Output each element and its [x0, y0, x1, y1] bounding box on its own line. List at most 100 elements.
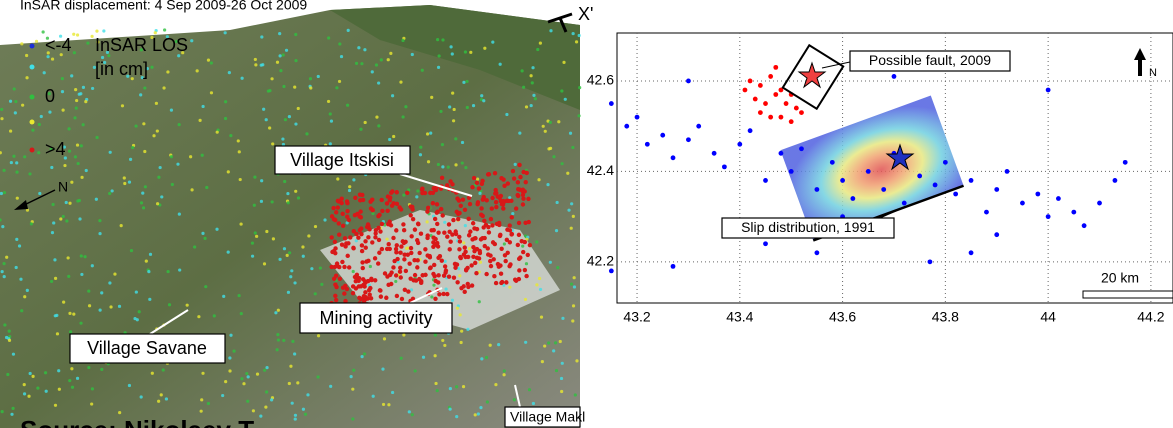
insar-dot	[277, 309, 280, 312]
insar-dot	[425, 253, 429, 257]
insar-dot	[27, 395, 30, 398]
insar-dot	[140, 201, 143, 204]
insar-dot	[391, 94, 394, 97]
insar-dot	[15, 266, 18, 269]
insar-dot	[55, 314, 58, 317]
insar-dot	[372, 395, 375, 398]
insar-dot	[42, 30, 45, 33]
insar-dot	[9, 129, 12, 132]
insar-dot	[278, 32, 281, 35]
insar-dot	[301, 245, 304, 248]
insar-dot	[440, 213, 444, 217]
insar-dot	[289, 365, 292, 368]
insar-dot	[333, 265, 337, 269]
x-tick-label: 43.6	[829, 309, 856, 325]
insar-dot	[562, 61, 565, 64]
insar-dot	[0, 117, 3, 120]
insar-dot	[282, 53, 285, 56]
insar-dot	[516, 180, 520, 184]
insar-dot	[521, 69, 524, 72]
insar-dot	[294, 122, 297, 125]
insar-dot	[228, 71, 231, 74]
insar-dot	[338, 277, 342, 281]
fault-event	[758, 110, 763, 115]
insar-dot	[416, 189, 419, 192]
insar-dot	[76, 33, 79, 36]
insar-dot	[199, 119, 202, 122]
epicenter	[722, 164, 727, 169]
insar-dot	[282, 339, 285, 342]
insar-dot	[419, 279, 423, 283]
insar-dot	[442, 273, 446, 277]
insar-dot	[62, 301, 65, 304]
insar-dot	[518, 175, 522, 179]
insar-dot	[327, 36, 330, 39]
insar-dot	[242, 382, 245, 385]
insar-dot	[340, 260, 344, 264]
insar-dot	[578, 34, 581, 37]
insar-dot	[516, 243, 520, 247]
insar-dot	[400, 357, 403, 360]
insar-dot	[571, 146, 574, 149]
insar-dot	[437, 66, 440, 69]
insar-dot	[91, 264, 94, 267]
insar-dot	[477, 186, 481, 190]
insar-dot	[19, 278, 22, 281]
insar-dot	[451, 299, 454, 302]
insar-dot	[454, 232, 458, 236]
insar-dot	[445, 235, 449, 239]
insar-dot	[482, 219, 486, 223]
legend-swatch	[30, 148, 35, 153]
insar-dot	[499, 247, 503, 251]
insar-dot	[460, 330, 463, 333]
insar-dot	[462, 241, 465, 244]
insar-dot	[389, 191, 393, 195]
insar-dot	[463, 208, 467, 212]
insar-dot	[493, 171, 497, 175]
insar-dot	[15, 171, 18, 174]
insar-dot	[521, 245, 524, 248]
insar-dot	[469, 263, 473, 267]
insar-dot	[186, 304, 189, 307]
insar-dot	[517, 163, 521, 167]
insar-dot	[394, 250, 398, 254]
insar-dot	[10, 161, 13, 164]
insar-dot	[131, 146, 134, 149]
insar-dot	[15, 238, 18, 241]
insar-dot	[59, 217, 62, 220]
insar-dot	[227, 170, 230, 173]
insar-dot	[578, 86, 581, 89]
insar-dot	[251, 255, 254, 258]
insar-dot	[387, 403, 390, 406]
insar-dot	[293, 281, 296, 284]
x-tick-label: 43.2	[623, 309, 650, 325]
insar-dot	[76, 143, 79, 146]
insar-dot	[379, 198, 383, 202]
insar-dot	[461, 197, 465, 201]
insar-dot	[100, 368, 103, 371]
insar-dot	[79, 322, 82, 325]
insar-dot	[493, 242, 497, 246]
insar-dot	[23, 155, 26, 158]
epicenter	[969, 250, 974, 255]
insar-dot	[62, 109, 65, 112]
insar-dot	[431, 201, 435, 205]
insar-dot	[407, 261, 411, 265]
insar-dot	[454, 137, 457, 140]
insar-dot	[419, 146, 422, 149]
footer-text: Source: Nikolaev T.	[20, 415, 258, 428]
insar-dot	[48, 110, 51, 113]
insar-dot	[400, 297, 404, 301]
insar-dot	[436, 256, 440, 260]
insar-dot	[472, 249, 476, 253]
insar-dot	[150, 66, 153, 69]
insar-dot	[389, 223, 393, 227]
insar-dot	[359, 232, 363, 236]
insar-dot	[505, 227, 509, 231]
annotation: Village Makl	[510, 409, 585, 425]
insar-dot	[423, 273, 427, 277]
insar-dot	[483, 244, 487, 248]
insar-dot	[345, 209, 349, 213]
insar-dot	[50, 280, 53, 283]
insar-dot	[443, 344, 446, 347]
